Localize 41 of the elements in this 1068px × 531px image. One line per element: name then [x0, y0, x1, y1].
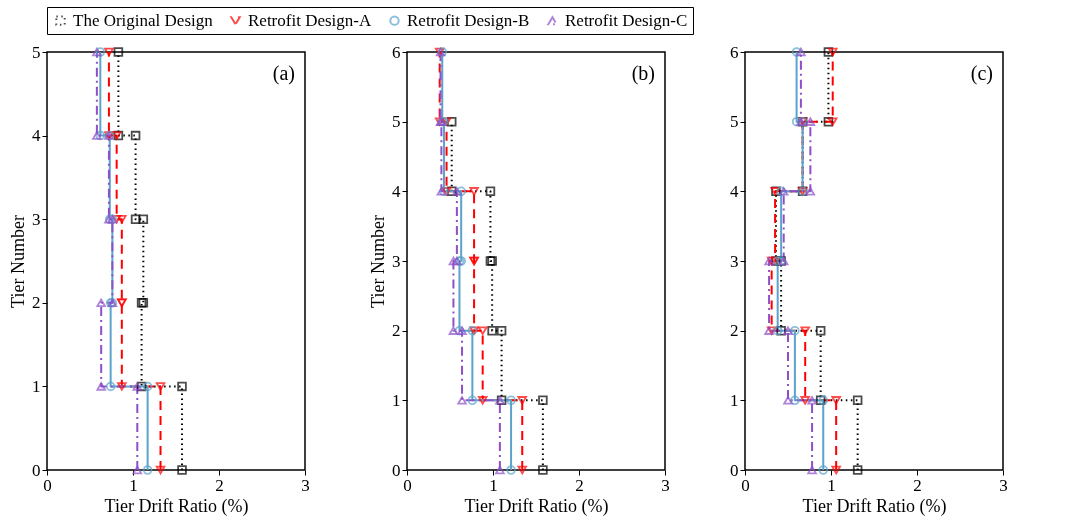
y-tick-label: 1: [730, 390, 739, 410]
x-axis-title: Tier Drift Ratio (%): [104, 495, 249, 517]
y-tick-label: 2: [730, 321, 739, 341]
x-tick-label: 1: [827, 475, 836, 495]
x-tick-label: 2: [913, 475, 922, 495]
y-tick-label: 3: [392, 251, 401, 271]
y-axis-title: Tier Number: [8, 215, 28, 308]
x-axis-title: Tier Drift Ratio (%): [802, 495, 947, 517]
y-tick-label: 2: [392, 321, 401, 341]
x-tick-label: 1: [129, 475, 138, 495]
y-tick-label: 5: [32, 42, 41, 62]
y-tick-label: 4: [32, 126, 41, 146]
y-tick-label: 0: [32, 460, 41, 480]
y-tick-label: 4: [730, 181, 739, 201]
x-tick-label: 1: [489, 475, 498, 495]
y-tick-label: 6: [730, 42, 739, 62]
legend-label: Retrofit Design-C: [565, 10, 688, 30]
y-axis-title: Tier Number: [368, 215, 388, 308]
y-tick-label: 0: [392, 460, 401, 480]
y-tick-label: 0: [730, 460, 739, 480]
annotation: (b): [631, 62, 655, 85]
x-axis-title: Tier Drift Ratio (%): [464, 495, 609, 517]
annotation: (c): [970, 62, 993, 85]
y-tick-label: 4: [392, 181, 401, 201]
x-tick-label: 3: [661, 475, 670, 495]
annotation: (a): [272, 62, 295, 85]
y-tick-label: 5: [730, 112, 739, 132]
y-tick-label: 1: [32, 376, 41, 396]
x-tick-label: 2: [575, 475, 584, 495]
legend-label: Retrofit Design-B: [407, 10, 530, 30]
x-tick-label: 3: [999, 475, 1008, 495]
y-tick-label: 5: [392, 112, 401, 132]
x-tick-label: 3: [301, 475, 310, 495]
legend-label: The Original Design: [73, 10, 214, 30]
y-tick-label: 2: [32, 293, 41, 313]
legend-label: Retrofit Design-A: [248, 10, 372, 30]
y-tick-label: 3: [32, 209, 41, 229]
y-tick-label: 6: [392, 42, 401, 62]
x-tick-label: 2: [215, 475, 224, 495]
y-tick-label: 1: [392, 390, 401, 410]
y-tick-label: 3: [730, 251, 739, 271]
